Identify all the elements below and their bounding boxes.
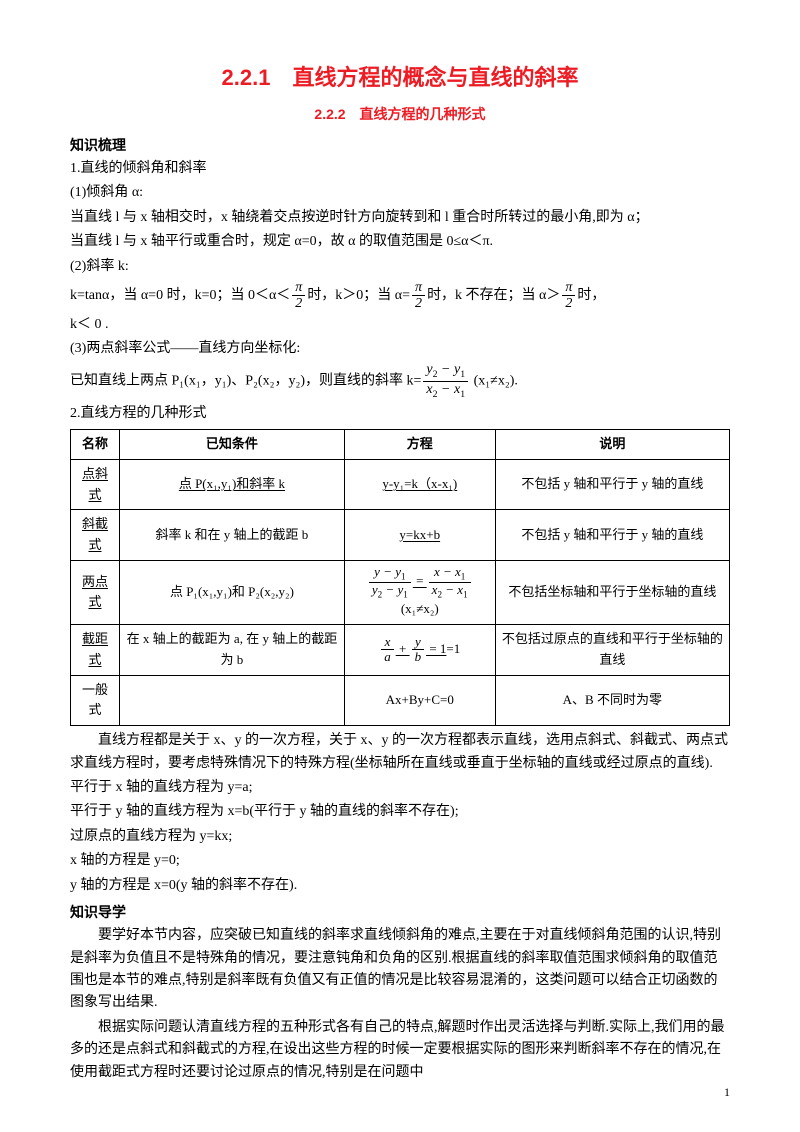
table-row: 点斜式 点 P(x₁,y₁)和斜率 k y-y₁=k（x-x₁) 不包括 y 轴… <box>71 459 730 510</box>
sec3-p2: 根据实际问题认清直线方程的五种形式各有自己的特点,解题时作出灵活选择与判断.实际… <box>70 1017 730 1084</box>
heading-knowledge: 知识梳理 <box>70 134 730 156</box>
row3-cond: 在 x 轴上的截距为 a, 在 y 轴上的截距为 b <box>120 624 345 675</box>
row2-suffix: (x₁≠x₂) <box>401 601 439 616</box>
th-eq: 方程 <box>344 430 495 460</box>
row2-cond: 点 P₁(x₁,y₁)和 P₂(x₂,y₂) <box>120 560 345 624</box>
sec1-p9: 已知直线上两点 P₁(x₁，y₁)、P₂(x₂，y₂)，则直线的斜率 k=y2 … <box>70 362 730 400</box>
main-title: 2.2.1 直线方程的概念与直线的斜率 <box>70 60 730 95</box>
after-table-p5: x 轴的方程是 y=0; <box>70 850 730 872</box>
row4-note: A、B 不同时为零 <box>495 675 729 726</box>
th-cond: 已知条件 <box>120 430 345 460</box>
sec1-p6: k=tanα，当 α=0 时，k=0；当 0＜α＜π2时，k＞0；当 α=π2时… <box>70 280 730 312</box>
sub-title: 2.2.2 直线方程的几种形式 <box>70 103 730 125</box>
sec1-p6b: 时，k＞0；当 α= <box>307 288 410 303</box>
after-table-p6: y 轴的方程是 x=0(y 轴的斜率不存在). <box>70 875 730 897</box>
sec1-p7: k＜ 0 . <box>70 314 730 336</box>
sec1-p8: (3)两点斜率公式——直线方向坐标化: <box>70 338 730 360</box>
frac-intercept-x: xa <box>381 635 394 665</box>
after-table-p1: 直线方程都是关于 x、y 的一次方程，关于 x、y 的一次方程都表示直线，选用点… <box>70 730 730 775</box>
row1-name: 斜截式 <box>82 516 108 552</box>
sec1-p5: (2)斜率 k: <box>70 256 730 278</box>
frac-slope: y2 − y1x2 − x1 <box>423 362 468 400</box>
row4-name: 一般式 <box>71 675 120 726</box>
row2-eq-cell: y − y1y2 − y1 = x − x1x2 − x1 (x₁≠x₂) <box>344 560 495 624</box>
sec1-p9b: (x₁≠x₂). <box>470 374 518 389</box>
row4-cond <box>120 675 345 726</box>
sec1-p2: (1)倾斜角 α: <box>70 182 730 204</box>
table-row: 一般式 Ax+By+C=0 A、B 不同时为零 <box>71 675 730 726</box>
table-row: 斜截式 斜率 k 和在 y 轴上的截距 b y=kx+b 不包括 y 轴和平行于… <box>71 510 730 561</box>
row0-note: 不包括 y 轴和平行于 y 轴的直线 <box>495 459 729 510</box>
row1-eq: y=kx+b <box>399 527 440 542</box>
row1-note: 不包括 y 轴和平行于 y 轴的直线 <box>495 510 729 561</box>
frac-pi2-1: π2 <box>292 280 305 312</box>
row2-name: 两点式 <box>82 574 108 610</box>
row3-note: 不包括过原点的直线和平行于坐标轴的直线 <box>495 624 729 675</box>
after-table-p3: 平行于 y 轴的直线方程为 x=b(平行于 y 轴的直线的斜率不存在); <box>70 801 730 823</box>
sec1-p3: 当直线 l 与 x 轴相交时，x 轴绕着交点按逆时针方向旋转到和 l 重合时所转… <box>70 207 730 229</box>
page-number: 1 <box>724 1083 730 1102</box>
table-header-row: 名称 已知条件 方程 说明 <box>71 430 730 460</box>
row0-eq: y-y₁=k（x-x₁) <box>382 476 457 491</box>
th-name: 名称 <box>71 430 120 460</box>
row3-eq-cell: xa + yb = 1=1 <box>344 624 495 675</box>
forms-table: 名称 已知条件 方程 说明 点斜式 点 P(x₁,y₁)和斜率 k y-y₁=k… <box>70 429 730 726</box>
row4-eq: Ax+By+C=0 <box>344 675 495 726</box>
after-table-p2: 平行于 x 轴的直线方程为 y=a; <box>70 777 730 799</box>
sec1-p6a: k=tanα，当 α=0 时，k=0；当 0＜α＜ <box>70 288 290 303</box>
row1-cond: 斜率 k 和在 y 轴上的截距 b <box>120 510 345 561</box>
sec1-p6d: 时， <box>577 288 605 303</box>
table-row: 两点式 点 P₁(x₁,y₁)和 P₂(x₂,y₂) y − y1y2 − y1… <box>71 560 730 624</box>
frac-two-point-x: x − x1x2 − x1 <box>429 565 471 599</box>
sec1-p6c: 时，k 不存在；当 α＞ <box>427 288 560 303</box>
sec1-p9a: 已知直线上两点 P₁(x₁，y₁)、P₂(x₂，y₂)，则直线的斜率 k= <box>70 374 421 389</box>
row3-suffix: =1 <box>446 641 460 656</box>
sec1-p1: 1.直线的倾斜角和斜率 <box>70 158 730 180</box>
after-table-p4: 过原点的直线方程为 y=kx; <box>70 826 730 848</box>
th-note: 说明 <box>495 430 729 460</box>
row2-note: 不包括坐标轴和平行于坐标轴的直线 <box>495 560 729 624</box>
heading-guide: 知识导学 <box>70 901 730 923</box>
frac-pi2-2: π2 <box>412 280 425 312</box>
sec1-p4: 当直线 l 与 x 轴平行或重合时，规定 α=0，故 α 的取值范围是 0≤α＜… <box>70 231 730 253</box>
row0-cond: 点 P(x₁,y₁)和斜率 k <box>179 476 285 491</box>
row3-name: 截距式 <box>82 631 108 667</box>
sec3-p1: 要学好本节内容，应突破已知直线的斜率求直线倾斜角的难点,主要在于对直线倾斜角范围… <box>70 925 730 1015</box>
frac-two-point-y: y − y1y2 − y1 <box>369 565 411 599</box>
frac-pi2-3: π2 <box>562 280 575 312</box>
frac-intercept-y: yb <box>412 635 425 665</box>
sec2-title: 2.直线方程的几种形式 <box>70 403 730 425</box>
table-row: 截距式 在 x 轴上的截距为 a, 在 y 轴上的截距为 b xa + yb =… <box>71 624 730 675</box>
row0-name: 点斜式 <box>82 466 108 502</box>
